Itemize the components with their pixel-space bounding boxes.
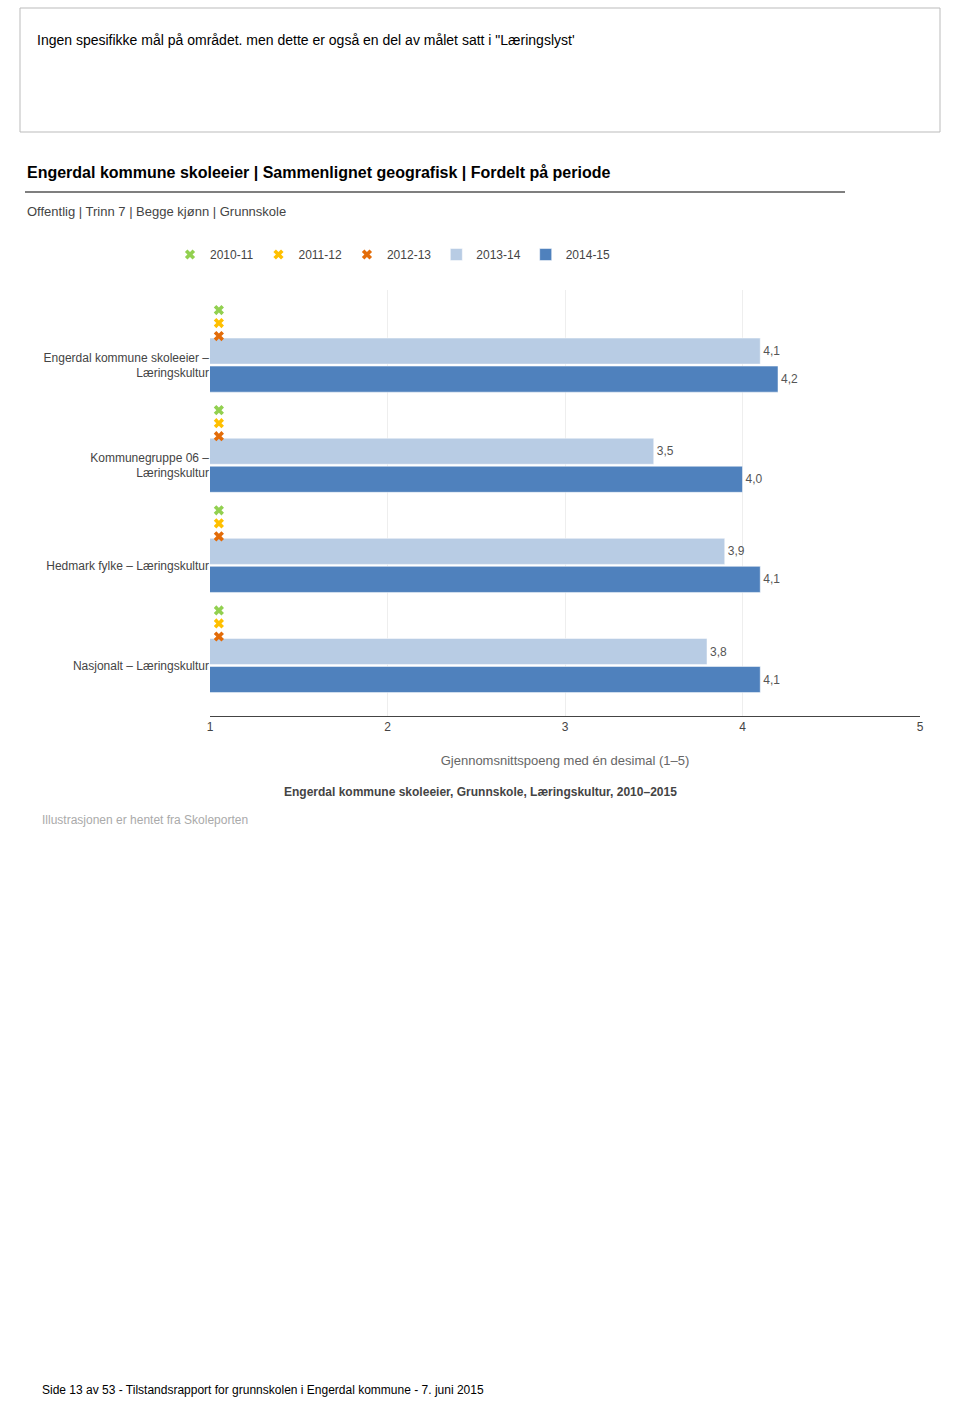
- svg-text:4,1: 4,1: [763, 344, 780, 358]
- svg-text:1: 1: [207, 720, 214, 734]
- svg-text:4,1: 4,1: [763, 673, 780, 687]
- svg-text:2013-14: 2013-14: [476, 248, 520, 262]
- svg-text:4,1: 4,1: [763, 572, 780, 586]
- svg-text:Nasjonalt – Læringskultur: Nasjonalt – Læringskultur: [73, 659, 209, 673]
- svg-text:Engerdal kommune skoleeier | S: Engerdal kommune skoleeier | Sammenligne…: [27, 164, 610, 181]
- svg-text:2: 2: [384, 720, 391, 734]
- svg-text:Ingen spesifikke mål på område: Ingen spesifikke mål på området. men det…: [37, 32, 575, 48]
- svg-text:5: 5: [917, 720, 924, 734]
- svg-text:Illustrasjonen er hentet fra S: Illustrasjonen er hentet fra Skoleporten: [42, 813, 248, 827]
- svg-text:2014-15: 2014-15: [566, 248, 610, 262]
- svg-text:2011-12: 2011-12: [298, 248, 341, 262]
- svg-text:4: 4: [739, 720, 746, 734]
- svg-text:4,0: 4,0: [746, 472, 763, 486]
- svg-text:Engerdal kommune skoleeier –Læ: Engerdal kommune skoleeier –Læringskultu…: [44, 351, 210, 381]
- svg-text:Hedmark fylke – Læringskultur: Hedmark fylke – Læringskultur: [46, 559, 209, 573]
- svg-text:2010-11: 2010-11: [210, 248, 253, 262]
- svg-text:2012-13: 2012-13: [387, 248, 431, 262]
- svg-text:Engerdal kommune skoleeier, Gr: Engerdal kommune skoleeier, Grunnskole, …: [284, 785, 677, 799]
- svg-text:Offentlig | Trinn 7 | Begge kj: Offentlig | Trinn 7 | Begge kjønn | Grun…: [27, 204, 286, 219]
- svg-text:Side 13 av 53 - Tilstandsrappo: Side 13 av 53 - Tilstandsrapport for gru…: [42, 1383, 484, 1397]
- svg-text:Kommunegruppe 06 –Læringskultu: Kommunegruppe 06 –Læringskultur: [90, 451, 209, 481]
- svg-text:4,2: 4,2: [781, 372, 798, 386]
- svg-text:3,9: 3,9: [728, 544, 745, 558]
- svg-text:Gjennomsnittspoeng med én desi: Gjennomsnittspoeng med én desimal (1–5): [441, 753, 690, 768]
- svg-text:3: 3: [562, 720, 569, 734]
- svg-text:3,5: 3,5: [657, 444, 674, 458]
- svg-text:3,8: 3,8: [710, 645, 727, 659]
